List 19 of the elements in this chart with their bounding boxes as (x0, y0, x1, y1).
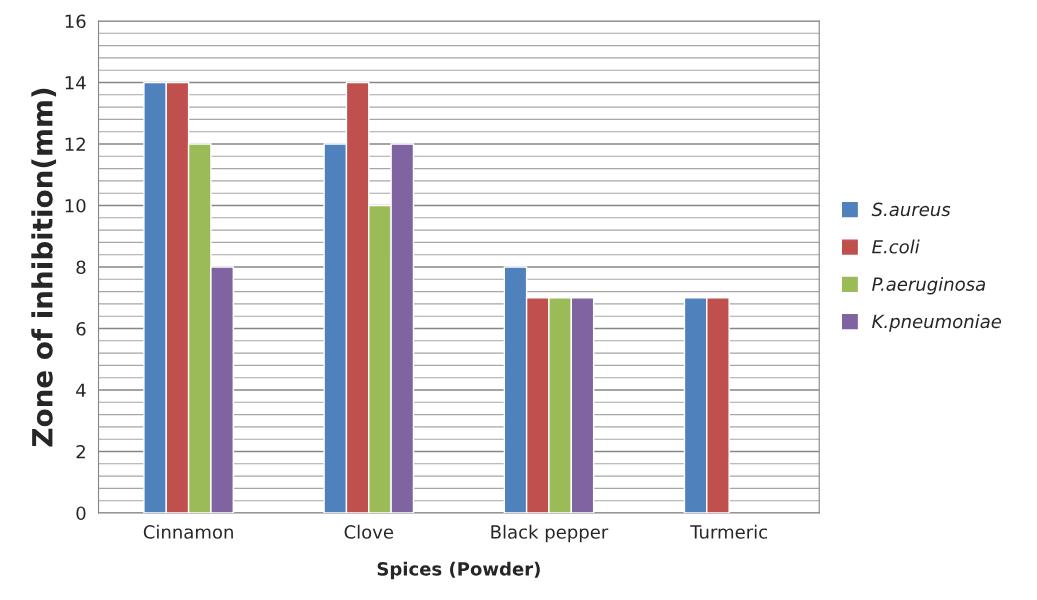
x-tick-label: Clove (344, 524, 394, 539)
legend-label: S.aureus (871, 202, 951, 217)
y-tick-label: 2 (76, 444, 85, 459)
y-tick-label: 6 (76, 321, 86, 336)
y-tick-label: 10 (65, 198, 86, 213)
x-tick-label: Turmeric (690, 524, 767, 539)
y-tick-label: 8 (76, 260, 86, 275)
y-tick-label: 0 (76, 506, 86, 521)
y-tick-label: 4 (76, 383, 86, 397)
legend-label: P.aeruginosa (872, 276, 986, 295)
legend-label: E.coli (872, 239, 920, 254)
y-axis-title: Zone of inhibition(mm) (31, 88, 57, 447)
y-tick-label: 12 (65, 137, 85, 151)
legend-label: K.pneumoniae (872, 314, 1002, 332)
x-tick-label: Black pepper (491, 524, 609, 543)
y-tick-label: 14 (65, 76, 86, 90)
x-axis-title: Spices (Powder) (377, 561, 540, 580)
x-tick-label: Cinnamon (143, 524, 233, 539)
y-tick-label: 16 (65, 14, 86, 29)
